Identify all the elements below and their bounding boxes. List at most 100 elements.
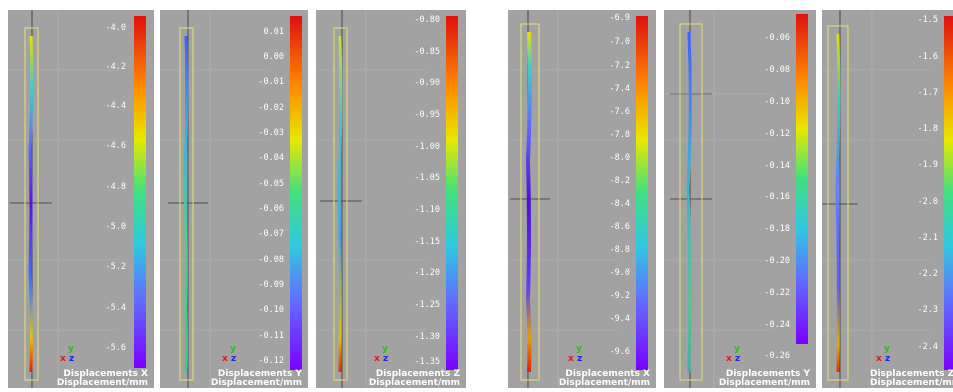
- tick-label: -5.0: [105, 222, 126, 232]
- tick-label: 0.01: [263, 27, 284, 37]
- tick-label: -4.2: [105, 62, 126, 72]
- point-cloud-view: [8, 10, 146, 388]
- tick-label: -1.5: [917, 15, 938, 25]
- panel-caption: Displacements Z Displacement/mm: [870, 370, 953, 388]
- caption-title: Displacements Y: [725, 369, 810, 379]
- tick-label: -2.2: [917, 269, 938, 279]
- tick-label: -0.18: [764, 224, 790, 234]
- color-scale-bar: [796, 14, 808, 344]
- tick-label: -8.2: [609, 176, 630, 186]
- tick-label: -1.35: [414, 357, 440, 367]
- tick-label: -1.10: [414, 205, 440, 215]
- displacement-panel-3: -0.80 -0.85 -0.90 -0.95 -1.00 -1.05 -1.1…: [316, 10, 466, 388]
- tick-label: -4.6: [105, 141, 126, 151]
- tick-label: -0.10: [258, 305, 284, 315]
- tick-label: -0.26: [764, 351, 790, 361]
- tick-label: -4.4: [105, 101, 126, 111]
- tick-label: -7.8: [609, 130, 630, 140]
- axis-x-label: x: [222, 354, 228, 364]
- tick-label: 0.00: [263, 52, 284, 62]
- tick-label: -0.80: [414, 15, 440, 25]
- tick-label: -9.2: [609, 291, 630, 301]
- tick-label: -0.20: [764, 256, 790, 266]
- tick-label: -0.02: [258, 103, 284, 113]
- bounding-box: [333, 27, 348, 381]
- tick-label: -0.95: [414, 110, 440, 120]
- caption-title: Displacements Y: [217, 369, 302, 379]
- point-cloud: [28, 35, 34, 373]
- tick-label: -0.90: [414, 78, 440, 88]
- tick-label: -7.6: [609, 107, 630, 117]
- tick-label: -1.15: [414, 237, 440, 247]
- panel-caption: Displacements Y Displacement/mm: [719, 370, 810, 388]
- tick-label: -0.01: [258, 77, 284, 87]
- caption-title: Displacements X: [565, 369, 650, 379]
- tick-label: -8.4: [609, 199, 630, 209]
- axis-x-label: x: [568, 354, 574, 364]
- caption-unit: Displacement/mm: [718, 378, 810, 388]
- tick-label: -7.2: [609, 61, 630, 71]
- tick-label: -9.0: [609, 268, 630, 278]
- caption-title: Displacements X: [63, 369, 148, 379]
- tick-label: -0.24: [764, 320, 790, 330]
- tick-label: -5.2: [105, 262, 126, 272]
- axis-y-label: y: [884, 344, 890, 354]
- tick-label: -0.11: [258, 331, 284, 341]
- caption-unit: Displacement/mm: [870, 378, 953, 388]
- caption-unit: Displacement/mm: [368, 378, 460, 388]
- axis-z-label: z: [69, 354, 75, 364]
- tick-label: -0.04: [258, 153, 284, 163]
- tick-label: -0.05: [258, 179, 284, 189]
- axis-z-label: z: [735, 354, 741, 364]
- axis-x-label: x: [60, 354, 66, 364]
- panel-caption: Displacements Z Displacement/mm: [369, 370, 460, 388]
- displacement-panel-4: -6.9 -7.0 -7.2 -7.4 -7.6 -7.8 -8.0 -8.2 …: [508, 10, 656, 388]
- color-scale-bar: [134, 16, 146, 368]
- color-scale-bar: [944, 16, 953, 370]
- tick-label: -1.25: [414, 300, 440, 310]
- tick-label: -4.0: [105, 23, 126, 33]
- axis-x-label: x: [876, 354, 882, 364]
- tick-label: -7.0: [609, 37, 630, 47]
- tick-label: -2.0: [917, 197, 938, 207]
- axis-y-label: y: [382, 344, 388, 354]
- tick-label: -7.4: [609, 84, 630, 94]
- caption-title: Displacements Z: [870, 369, 953, 379]
- point-cloud: [686, 31, 692, 373]
- tick-label: -9.4: [609, 314, 630, 324]
- tick-label: -8.0: [609, 153, 630, 163]
- tick-label: -0.06: [258, 204, 284, 214]
- tick-label: -0.12: [258, 356, 284, 366]
- panel-caption: Displacements Y Displacement/mm: [211, 370, 302, 388]
- tick-label: -0.16: [764, 192, 790, 202]
- tick-label: -0.22: [764, 288, 790, 298]
- tick-label: -0.14: [764, 161, 790, 171]
- tick-label: -0.10: [764, 97, 790, 107]
- panel-caption: Displacements X Displacement/mm: [559, 370, 650, 388]
- tick-label: -1.05: [414, 173, 440, 183]
- tick-label: -8.8: [609, 245, 630, 255]
- tick-label: -0.12: [764, 129, 790, 139]
- tick-label: -2.1: [917, 233, 938, 243]
- axis-z-label: z: [885, 354, 891, 364]
- tick-label: -9.6: [609, 347, 630, 357]
- tick-label: -5.4: [105, 303, 126, 313]
- axis-y-label: y: [576, 344, 582, 354]
- axis-x-label: x: [726, 354, 732, 364]
- tick-label: -1.20: [414, 268, 440, 278]
- point-cloud-view: [664, 10, 808, 388]
- tick-label: -1.6: [917, 52, 938, 62]
- color-scale-bar: [636, 16, 648, 370]
- caption-unit: Displacement/mm: [210, 378, 302, 388]
- point-cloud-view: [508, 10, 648, 388]
- tick-label: -1.8: [917, 124, 938, 134]
- axis-y-label: y: [68, 344, 74, 354]
- bounding-box: [827, 25, 849, 381]
- tick-label: -0.03: [258, 128, 284, 138]
- point-cloud-view: [160, 10, 302, 388]
- displacement-panel-1: -4.0 -4.2 -4.4 -4.6 -4.8 -5.0 -5.2 -5.4 …: [8, 10, 154, 388]
- point-cloud-view: [822, 10, 953, 388]
- tick-label: -1.00: [414, 142, 440, 152]
- bounding-box: [520, 23, 540, 381]
- caption-title: Displacements Z: [375, 369, 460, 379]
